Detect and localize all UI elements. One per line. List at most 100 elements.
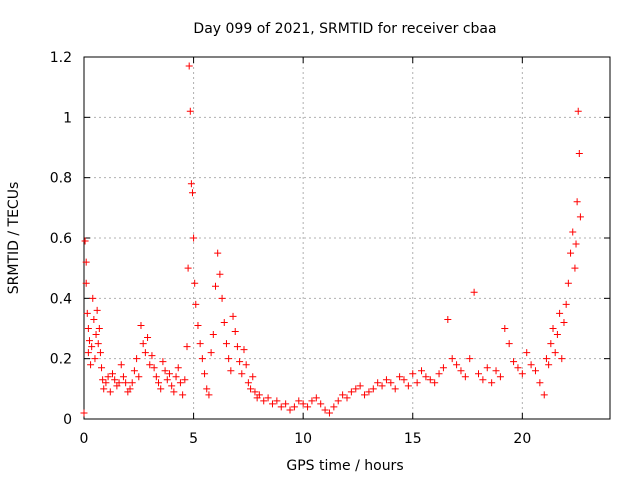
data-point	[152, 373, 160, 381]
data-point	[176, 379, 184, 387]
data-point	[130, 367, 138, 375]
data-point	[126, 385, 134, 393]
data-point	[542, 355, 550, 363]
data-point	[365, 388, 373, 396]
data-point	[562, 300, 570, 308]
data-point	[122, 379, 130, 387]
data-point	[198, 355, 206, 363]
y-tick-label: 0	[63, 412, 72, 428]
data-point	[273, 397, 281, 405]
data-point	[575, 150, 583, 158]
data-point	[317, 400, 325, 408]
data-point	[409, 370, 417, 378]
data-point	[572, 240, 580, 248]
data-point	[108, 370, 116, 378]
data-point	[501, 325, 509, 332]
data-point	[192, 300, 200, 308]
data-point	[576, 213, 584, 221]
data-point	[104, 373, 112, 381]
data-points	[80, 62, 584, 417]
data-point	[220, 318, 228, 326]
data-point	[560, 318, 568, 326]
data-point	[564, 279, 572, 287]
data-point	[352, 385, 360, 393]
y-tick-label: 1	[63, 110, 72, 126]
data-point	[141, 349, 149, 357]
data-point	[510, 358, 518, 366]
data-point	[236, 358, 244, 366]
data-point	[91, 355, 99, 363]
data-point	[400, 376, 408, 384]
data-point	[488, 379, 496, 387]
data-point	[551, 349, 559, 357]
data-point	[244, 379, 252, 387]
x-axis-title: GPS time / hours	[286, 458, 403, 474]
data-point	[159, 358, 167, 366]
data-point	[334, 397, 342, 405]
data-point	[84, 325, 92, 332]
data-point	[111, 376, 119, 384]
data-point	[88, 343, 96, 351]
data-point	[96, 349, 104, 357]
data-point	[209, 331, 217, 339]
data-point	[181, 376, 189, 384]
data-point	[191, 279, 199, 287]
data-point	[374, 379, 382, 387]
data-point	[347, 388, 355, 396]
data-point	[545, 361, 553, 369]
data-point	[190, 234, 198, 242]
data-point	[95, 325, 103, 332]
data-point	[286, 406, 294, 414]
data-point	[556, 309, 564, 317]
data-point	[186, 107, 194, 115]
data-point	[413, 379, 421, 387]
data-point	[82, 279, 90, 287]
data-point	[119, 373, 127, 381]
data-point	[282, 400, 290, 408]
data-point	[277, 403, 285, 411]
data-point	[115, 379, 123, 387]
data-point	[98, 364, 106, 372]
data-point	[361, 391, 369, 399]
data-point	[483, 364, 491, 372]
data-point	[168, 382, 176, 390]
x-tick-label: 15	[404, 431, 422, 447]
data-point	[203, 385, 211, 393]
data-point	[547, 340, 555, 348]
data-point	[187, 180, 195, 188]
data-point	[391, 385, 399, 393]
data-point	[82, 258, 90, 266]
data-point	[185, 62, 193, 70]
data-point	[343, 394, 351, 402]
chart-title: Day 099 of 2021, SRMTID for receiver cba…	[193, 21, 496, 37]
data-point	[356, 382, 364, 390]
data-point	[157, 385, 165, 393]
data-point	[435, 370, 443, 378]
data-point	[571, 264, 579, 272]
data-point	[139, 340, 147, 348]
data-point	[231, 328, 239, 336]
data-point	[227, 367, 235, 375]
data-point	[457, 367, 465, 375]
data-point	[295, 397, 303, 405]
data-point	[172, 373, 180, 381]
data-point	[87, 361, 95, 369]
data-point	[369, 385, 377, 393]
data-point	[312, 394, 320, 402]
data-point	[479, 376, 487, 384]
data-point	[569, 228, 577, 236]
data-point	[183, 343, 191, 351]
data-point	[290, 403, 298, 411]
y-tick-label: 0.6	[50, 231, 72, 247]
data-point	[163, 376, 171, 384]
data-point	[321, 406, 329, 414]
data-point	[466, 355, 474, 363]
data-point	[264, 394, 272, 402]
data-point	[117, 361, 125, 369]
data-point	[260, 397, 268, 405]
x-tick-label: 10	[294, 431, 312, 447]
data-point	[387, 379, 395, 387]
data-point	[461, 373, 469, 381]
data-point	[470, 288, 478, 296]
